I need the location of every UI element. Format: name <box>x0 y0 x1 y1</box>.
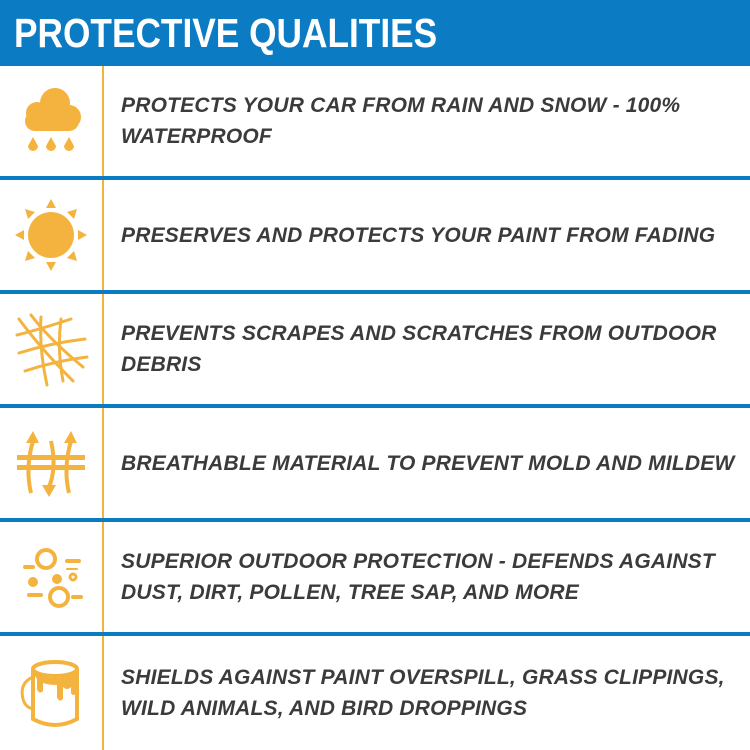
feature-row-breathable: BREATHABLE MATERIAL TO PREVENT MOLD AND … <box>0 408 750 522</box>
debris-net-icon <box>15 313 89 387</box>
header-banner: PROTECTIVE QUALITIES <box>0 0 750 66</box>
feature-row-dust: SUPERIOR OUTDOOR PROTECTION - DEFENDS AG… <box>0 522 750 636</box>
sun-icon <box>15 199 87 271</box>
feature-text: BREATHABLE MATERIAL TO PREVENT MOLD AND … <box>121 451 735 475</box>
breathable-arrows-icon <box>17 431 85 497</box>
dust-particles-icon <box>23 548 83 608</box>
feature-text: PROTECTS YOUR CAR FROM RAIN AND SNOW - 1… <box>121 94 681 148</box>
feature-text: PREVENTS SCRAPES AND SCRATCHES FROM OUTD… <box>121 322 717 376</box>
feature-text: SHIELDS AGAINST PAINT OVERSPILL, GRASS C… <box>121 666 725 720</box>
feature-row-scratches: PREVENTS SCRAPES AND SCRATCHES FROM OUTD… <box>0 294 750 408</box>
feature-row-fading: PRESERVES AND PROTECTS YOUR PAINT FROM F… <box>0 180 750 294</box>
feature-row-paint: SHIELDS AGAINST PAINT OVERSPILL, GRASS C… <box>0 636 750 750</box>
paint-bucket-icon <box>20 660 79 727</box>
feature-text: PRESERVES AND PROTECTS YOUR PAINT FROM F… <box>121 223 716 247</box>
feature-row-waterproof: PROTECTS YOUR CAR FROM RAIN AND SNOW - 1… <box>0 66 750 180</box>
rain-cloud-icon <box>25 88 81 151</box>
feature-list: PROTECTS YOUR CAR FROM RAIN AND SNOW - 1… <box>0 66 750 750</box>
feature-text: SUPERIOR OUTDOOR PROTECTION - DEFENDS AG… <box>121 550 715 604</box>
page-title: PROTECTIVE QUALITIES <box>14 9 438 56</box>
